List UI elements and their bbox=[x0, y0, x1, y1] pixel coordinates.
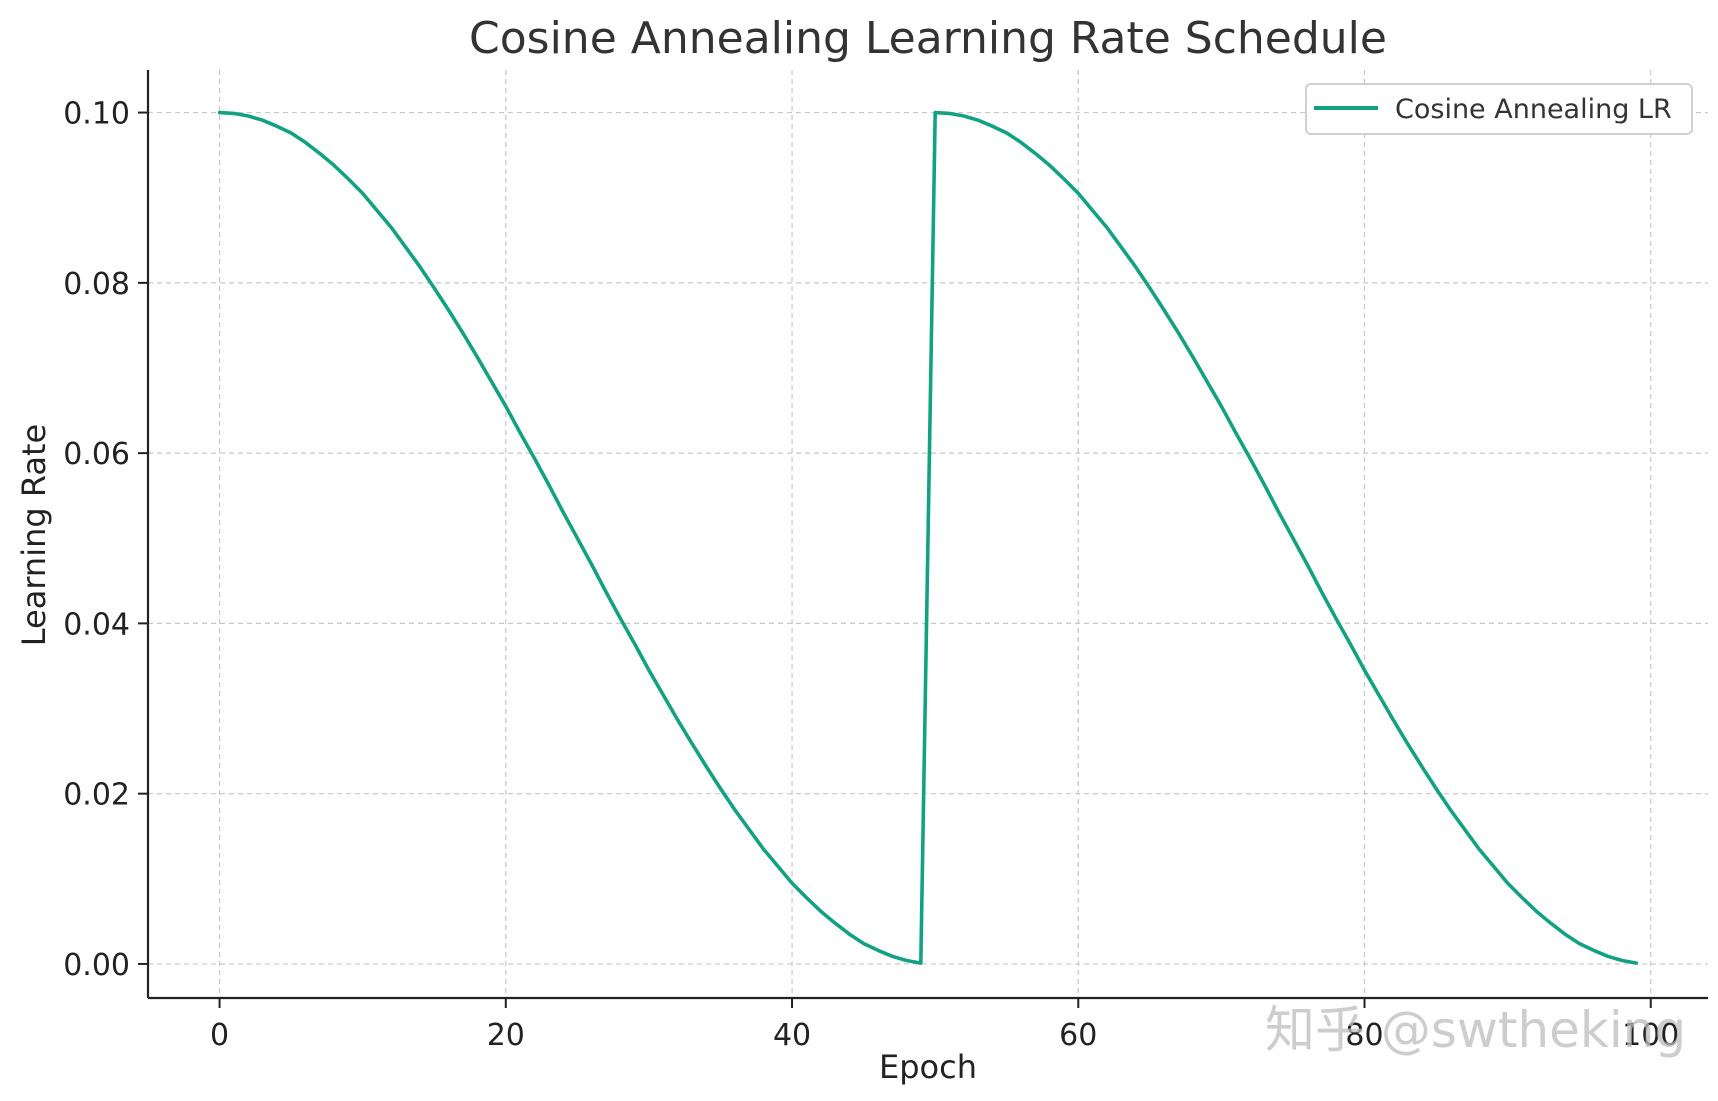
series-group bbox=[217, 110, 1639, 965]
axes bbox=[138, 70, 1708, 1008]
legend: Cosine Annealing LR bbox=[1305, 83, 1693, 135]
x-tick-label: 80 bbox=[1345, 1018, 1383, 1053]
y-axis-label: Learning Rate bbox=[15, 424, 53, 646]
y-tick-label: 0.06 bbox=[63, 437, 130, 472]
y-tick-label: 0.04 bbox=[63, 607, 130, 642]
x-tick-label: 0 bbox=[210, 1018, 229, 1053]
watermark: 知乎 @swtheking bbox=[1265, 1001, 1686, 1059]
x-tick-label: 40 bbox=[773, 1018, 811, 1053]
legend-label: Cosine Annealing LR bbox=[1395, 94, 1672, 125]
x-tick-label: 20 bbox=[487, 1018, 525, 1053]
x-axis-label: Epoch bbox=[879, 1048, 977, 1086]
x-tick-label: 100 bbox=[1622, 1018, 1679, 1053]
y-tick-label: 0.08 bbox=[63, 267, 130, 302]
series-line bbox=[217, 110, 1639, 965]
tick-labels: 0 20 40 60 80 100 0.00 0.02 0.04 0.06 0.08 0.10 bbox=[63, 97, 1679, 1053]
y-tick-label: 0.00 bbox=[63, 948, 130, 983]
chart-title: Cosine Annealing Learning Rate Schedule bbox=[469, 13, 1387, 64]
legend-box bbox=[1305, 83, 1693, 135]
x-tick-label: 60 bbox=[1059, 1018, 1097, 1053]
y-tick-label: 0.02 bbox=[63, 778, 130, 813]
y-tick-label: 0.10 bbox=[63, 97, 130, 132]
